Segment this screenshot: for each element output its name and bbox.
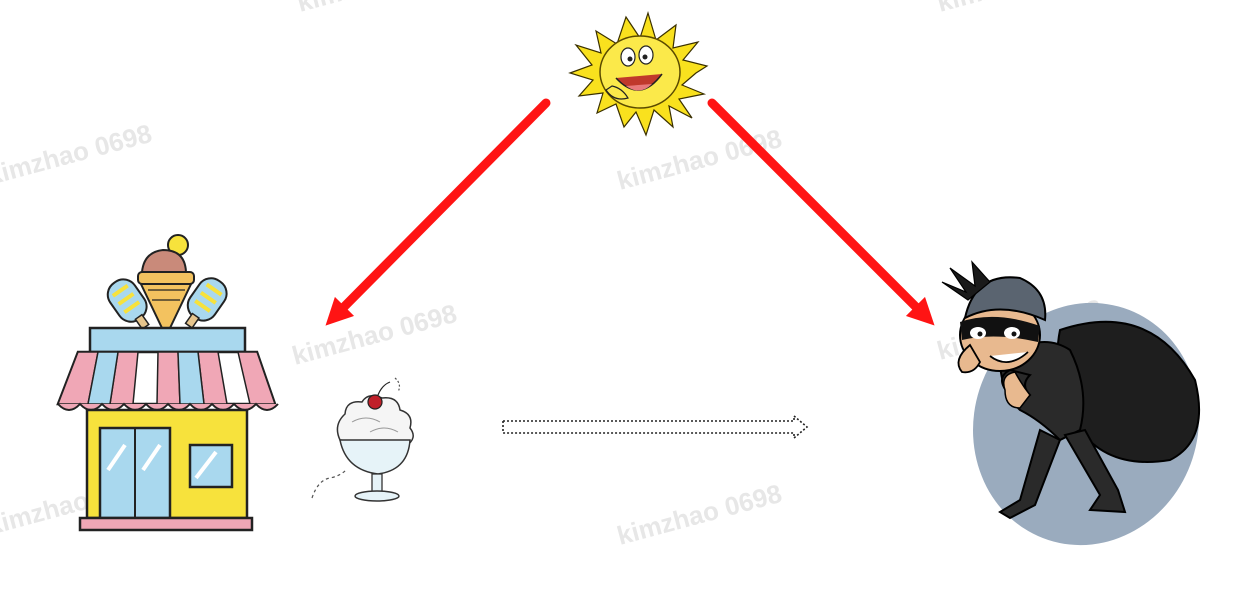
arrow-sundae-to-thief (502, 414, 809, 440)
ice-cream-shop-icon (56, 234, 279, 532)
arrow-sun-to-thief (707, 98, 935, 326)
watermark-text: kimzhao 0698 (614, 478, 785, 551)
thief-icon (941, 260, 1201, 546)
ice-cream-sundae-icon (311, 377, 414, 502)
watermark-text: kimzhao 0698 (614, 123, 785, 196)
arrow-sun-to-shop (325, 98, 551, 326)
watermark-text: kimzhao 0698 (294, 0, 465, 18)
watermark-text: kimzhao 0698 (289, 298, 460, 371)
sun-icon (568, 10, 709, 137)
watermark-text: kimzhao 0698 (0, 118, 155, 191)
watermark-text: kimzhao 0698 (934, 0, 1105, 18)
